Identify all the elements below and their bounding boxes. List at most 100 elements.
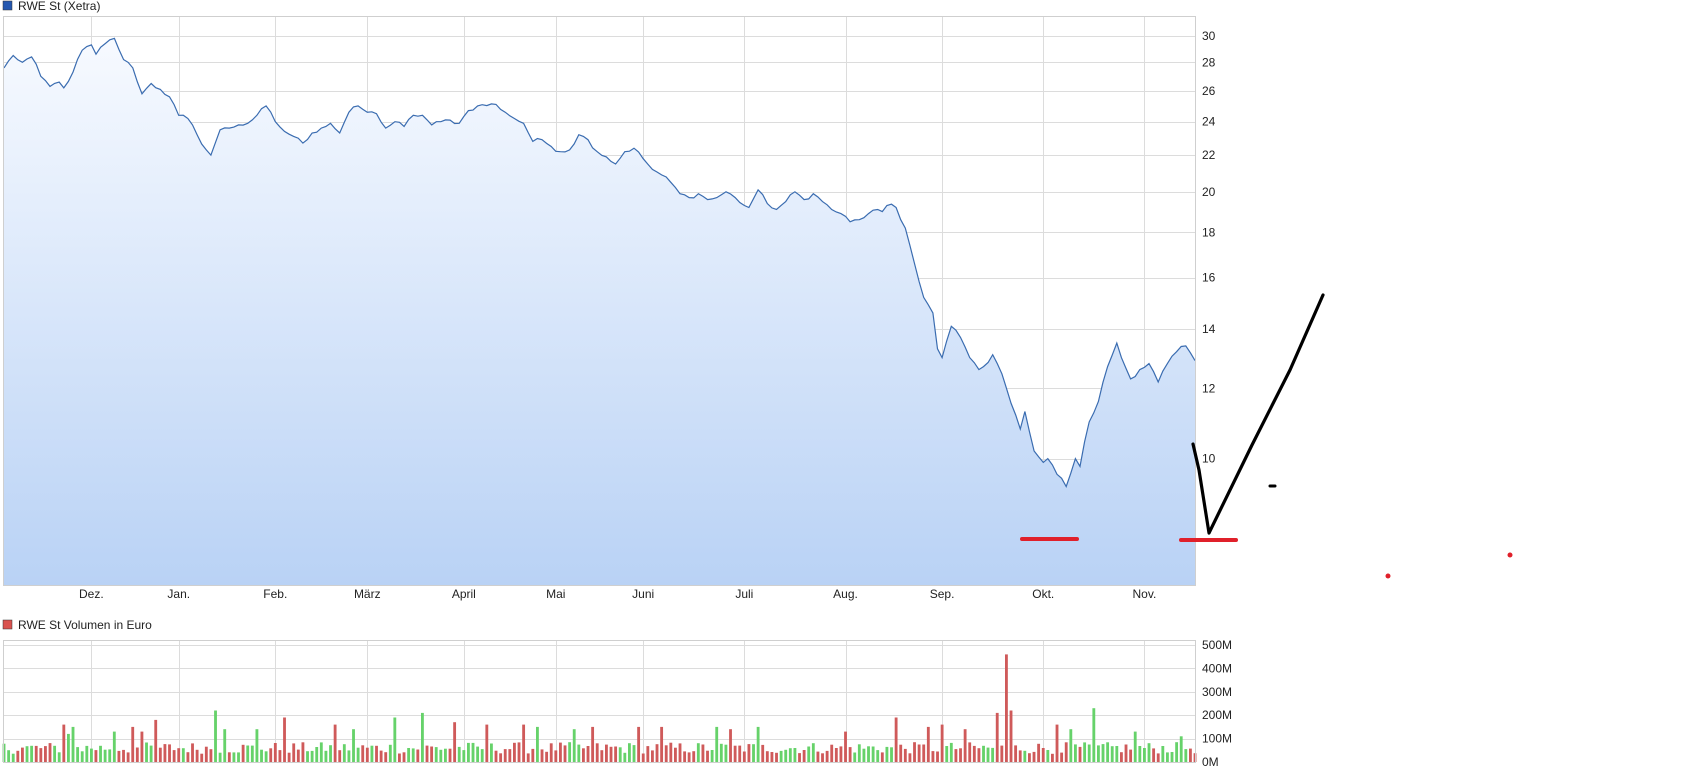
volume-bar: [963, 729, 967, 762]
volume-bar: [329, 745, 332, 762]
volume-bar: [513, 742, 516, 762]
volume-bar: [1037, 743, 1041, 762]
volume-bar: [108, 749, 112, 762]
volume-bar: [214, 710, 217, 762]
volume-bar: [733, 745, 737, 762]
volume-bar: [255, 729, 259, 762]
month-tick-label: Feb.: [263, 587, 287, 601]
volume-bar: [1051, 753, 1054, 762]
volume-bar: [784, 749, 788, 762]
volume-bar: [834, 748, 838, 762]
volume-bar: [260, 749, 263, 762]
volume-bar: [416, 749, 420, 762]
volume-bar: [825, 750, 829, 762]
volume-bar: [490, 743, 493, 762]
volume-bar: [568, 742, 572, 762]
volume-bar: [756, 726, 760, 762]
volume-bar: [310, 750, 314, 762]
volume-bar: [356, 747, 360, 762]
volume-bar: [903, 748, 907, 762]
volume-bar: [692, 751, 696, 762]
projection-v-line: [1191, 293, 1325, 535]
volume-bar: [816, 751, 820, 762]
volume-bar: [476, 746, 480, 762]
volume-bar: [425, 745, 429, 762]
volume-chart-grid: [4, 641, 1195, 763]
red-dot-marker: [1507, 552, 1513, 558]
volume-bar: [1170, 752, 1174, 762]
volume-bar: [595, 743, 599, 762]
volume-bar: [30, 745, 34, 762]
volume-bar: [646, 746, 650, 762]
volume-bar: [1060, 752, 1064, 762]
volume-bar: [977, 748, 981, 762]
price-y-tick-label: 16: [1202, 271, 1216, 285]
volume-bar: [1184, 749, 1188, 762]
volume-bar: [586, 746, 590, 762]
month-tick-label: Juli: [735, 587, 753, 601]
month-tick-label: Jan.: [167, 587, 190, 601]
volume-bar: [1179, 736, 1183, 762]
volume-bar: [34, 745, 38, 762]
volume-bar: [779, 750, 783, 762]
volume-bar: [651, 750, 654, 762]
volume-bar: [563, 745, 567, 762]
month-tick-label: Nov.: [1133, 587, 1157, 601]
volume-bar: [880, 752, 884, 762]
month-tick-label: Mai: [546, 587, 565, 601]
volume-bar: [241, 744, 245, 762]
volume-bar: [11, 753, 15, 762]
volume-bar: [361, 745, 365, 762]
volume-bar: [761, 744, 765, 762]
volume-bar: [292, 743, 296, 762]
volume-bar: [954, 749, 958, 762]
month-tick-label: Juni: [632, 587, 654, 601]
volume-bar: [232, 752, 236, 762]
volume-bar: [1138, 746, 1142, 762]
volume-bar: [637, 726, 641, 762]
volume-legend: RWE St Volumen in Euro: [2, 618, 152, 632]
volume-bar: [80, 751, 84, 762]
volume-bar: [1069, 729, 1073, 762]
volume-bar: [1175, 742, 1179, 762]
volume-bar: [273, 743, 277, 762]
volume-bar: [1166, 752, 1169, 762]
volume-bar: [678, 743, 682, 762]
volume-bar: [319, 742, 323, 762]
volume-bar: [922, 744, 926, 762]
volume-bar: [16, 750, 20, 762]
volume-bar: [926, 726, 930, 762]
volume-bar: [48, 743, 52, 762]
volume-bar: [807, 746, 811, 762]
volume-bar: [549, 743, 553, 762]
volume-bar: [554, 750, 558, 762]
volume-bar: [747, 744, 751, 762]
volume-bar: [223, 729, 227, 762]
volume-bar: [94, 750, 98, 762]
volume-bar: [536, 726, 539, 762]
volume-bar: [1083, 742, 1087, 762]
volume-bar: [885, 746, 889, 762]
volume-bar: [499, 753, 503, 762]
volume-bar: [352, 729, 355, 762]
volume-bar: [959, 748, 962, 762]
volume-bar: [283, 717, 286, 762]
volume-bar: [163, 744, 167, 762]
volume-bar: [802, 750, 806, 762]
volume-bar: [1087, 744, 1091, 762]
volume-bar: [1046, 750, 1050, 762]
volume-bar: [393, 717, 397, 762]
price-legend: RWE St (Xetra): [2, 0, 100, 13]
volume-bar: [301, 742, 305, 762]
volume-bar: [844, 731, 847, 762]
volume-bar: [117, 750, 121, 762]
volume-bar: [517, 742, 521, 762]
volume-bar: [729, 729, 732, 762]
volume-bar: [411, 748, 415, 762]
volume-bar: [545, 751, 549, 762]
month-tick-label: April: [452, 587, 476, 601]
volume-bar: [995, 712, 999, 762]
volume-bar: [982, 745, 985, 762]
volume-bar: [715, 726, 719, 762]
price-y-tick-label: 18: [1202, 225, 1216, 239]
